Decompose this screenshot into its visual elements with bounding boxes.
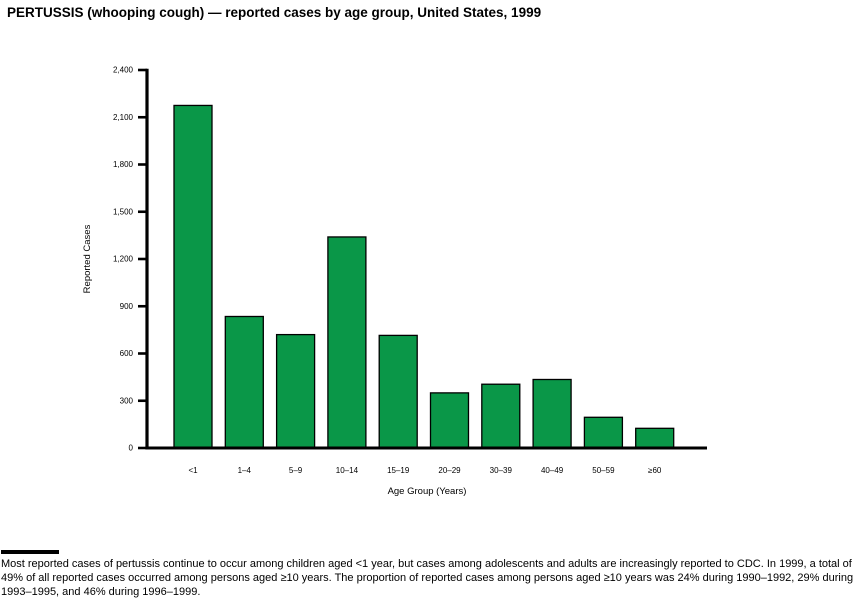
y-tick-label: 2,400 <box>113 66 134 75</box>
y-tick-label: 300 <box>120 396 134 405</box>
x-tick-label: 5–9 <box>289 466 303 475</box>
x-tick-label: 1–4 <box>238 466 252 475</box>
x-tick-label: <1 <box>188 466 198 475</box>
figure-title: PERTUSSIS (whooping cough) — reported ca… <box>7 5 542 20</box>
y-tick-label: 900 <box>120 302 134 311</box>
y-tick-label: 600 <box>120 349 134 358</box>
x-tick-label: 15–19 <box>387 466 410 475</box>
y-tick-label: 1,200 <box>113 255 134 264</box>
x-tick-label: 40–49 <box>541 466 564 475</box>
footnote-rule <box>1 550 59 554</box>
x-tick-label: 20–29 <box>438 466 461 475</box>
bar-10–14 <box>327 236 367 449</box>
y-tick-label: 1,800 <box>113 160 134 169</box>
x-tick-label: 10–14 <box>336 466 359 475</box>
bar-1–4 <box>224 315 264 449</box>
bar-5–9 <box>275 333 316 449</box>
bar-<1 <box>173 104 213 449</box>
x-tick-label: 50–59 <box>592 466 615 475</box>
x-axis-title: Age Group (Years) <box>388 486 467 497</box>
pertussis-bar-chart: 0 300 600 900 1,200 1,500 1,800 2,100 2,400 <1 1–4… <box>82 66 707 497</box>
y-tick-label: 1,500 <box>113 207 134 216</box>
bar-15–19 <box>378 334 418 449</box>
bar-50–59 <box>583 416 624 449</box>
bar-40–49 <box>532 378 572 449</box>
x-tick-label: 30–39 <box>490 466 513 475</box>
footnote-text: Most reported cases of pertussis continu… <box>1 558 854 598</box>
y-axis-title: Reported Cases <box>82 224 93 293</box>
bar-30–39 <box>481 383 521 449</box>
x-tick-label: ≥60 <box>648 466 662 475</box>
footnote: Most reported cases of pertussis continu… <box>1 550 856 599</box>
y-tick-label: 0 <box>129 444 134 453</box>
bar-20–29 <box>429 392 470 449</box>
y-tick-label: 2,100 <box>113 113 134 122</box>
bar-≥60 <box>635 427 675 449</box>
